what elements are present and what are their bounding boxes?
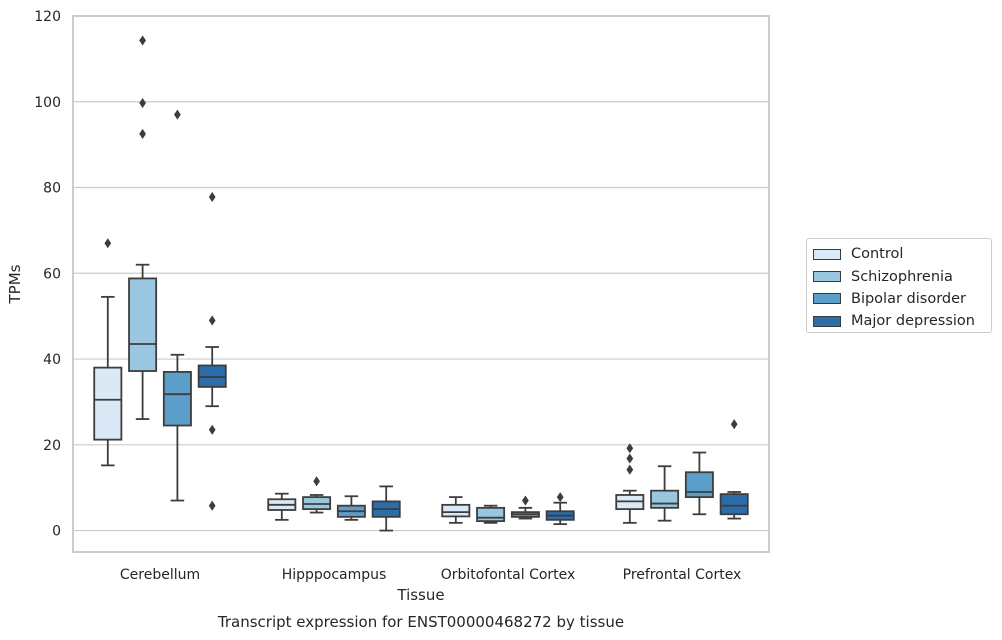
y-tick-labels: 0 20 40 60 80 100 120 [34,9,61,540]
y-axis-label: TPMs [6,264,24,304]
y-tick-label: 60 [43,266,61,282]
legend-item: Bipolar disorder [813,288,991,310]
box-iqr [128,277,158,372]
outlier-point [139,98,146,109]
box [93,238,123,467]
box [162,109,192,502]
x-tick-label: Hipppocampus [282,567,387,583]
outlier-point [208,500,216,511]
legend-label: Schizophrenia [851,268,953,285]
x-tick-label: Orbitofontal Cortex [441,567,576,583]
legend-label: Major depression [851,313,975,330]
outlier-point [104,238,112,249]
outlier-point [174,109,181,120]
y-tick-label: 20 [43,438,61,454]
box [684,451,714,516]
y-tick-label: 80 [43,181,61,197]
legend-swatch [813,315,841,327]
box [336,495,366,521]
box-iqr [684,471,714,499]
box-iqr [162,371,192,427]
plot-frame [72,15,770,553]
outlier-point [626,453,634,464]
box [615,443,645,524]
legend-swatch [813,248,841,260]
legend-label: Bipolar disorder [851,290,966,307]
legend-swatch [813,271,841,283]
y-tick-label: 40 [43,352,61,368]
x-tick-label: Cerebellum [120,567,200,583]
outlier-point [208,315,216,326]
box [302,476,332,514]
outlier-point [626,443,634,454]
outlier-point [208,191,216,202]
legend-item: Schizophrenia [813,265,991,287]
box [545,492,575,526]
outlier-point [730,419,738,430]
outlier-point [139,128,146,139]
series-schizophrenia [128,35,680,524]
box [267,492,297,521]
series-bipolar-disorder [162,109,714,521]
box-series [93,35,749,532]
legend: Control Schizophrenia Bipolar disorder Majo… [806,238,992,333]
chart-title: Transcript expression for ENST0000046827… [217,613,624,631]
box [128,35,158,420]
box-iqr [719,493,749,516]
outlier-point [313,476,320,487]
legend-item: Control [813,243,991,265]
outlier-point [139,35,146,46]
outlier-point [208,424,216,435]
box [197,191,227,511]
box-iqr [441,503,471,518]
box-iqr [476,506,506,523]
outlier-point [522,495,529,506]
box [650,465,680,522]
box [371,485,401,532]
legend-swatch [813,293,841,305]
y-tick-label: 100 [34,95,61,111]
box [719,419,749,520]
box [476,504,506,524]
y-tick-label: 0 [52,524,61,540]
box-iqr [93,366,123,441]
box-iqr [650,489,680,509]
x-tick-label: Prefrontal Cortex [623,567,742,583]
outlier-point [626,464,634,475]
outlier-point [556,492,564,503]
legend-item: Major depression [813,310,991,332]
legend-label: Control [851,246,904,263]
box [441,496,471,524]
box [510,495,540,520]
series-major-depression [197,191,749,532]
series-control [93,238,645,524]
x-axis-label: Tissue [396,586,444,604]
y-tick-label: 120 [34,9,61,25]
x-tick-labels: Cerebellum Hipppocampus Orbitofontal Corte… [120,567,741,583]
